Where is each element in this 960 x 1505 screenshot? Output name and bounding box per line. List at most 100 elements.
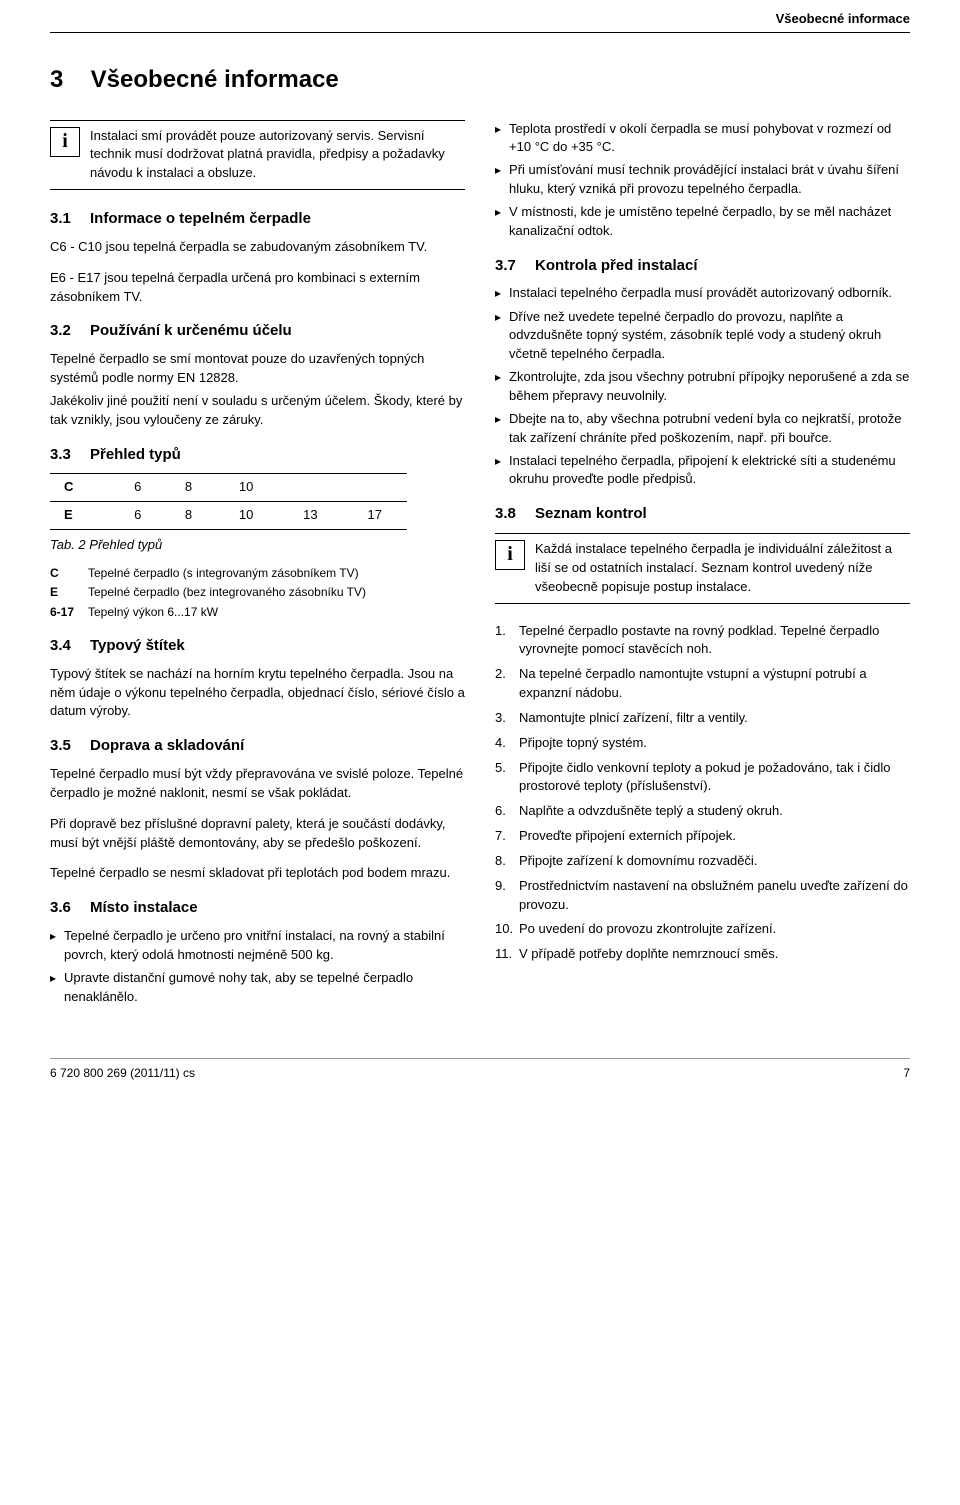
checklist-info-box: Každá instalace tepelného čerpadla je in… xyxy=(495,533,910,604)
footer-left: 6 720 800 269 (2011/11) cs xyxy=(50,1065,195,1082)
step-text: Namontujte plnicí zařízení, filtr a vent… xyxy=(519,709,748,728)
section-number: 3.6 xyxy=(50,897,90,919)
chapter-number: 3 xyxy=(50,63,84,98)
section-3-5-heading: 3.5 Doprava a skladování xyxy=(50,735,465,757)
step-number: 3. xyxy=(495,709,519,728)
footer-right: 7 xyxy=(903,1065,910,1082)
section-number: 3.7 xyxy=(495,255,535,277)
table-cell: 13 xyxy=(278,502,342,530)
body-text: Při dopravě bez příslušné dopravní palet… xyxy=(50,815,465,853)
checklist-info-text: Každá instalace tepelného čerpadla je in… xyxy=(535,540,910,597)
body-text: Tepelné čerpadlo se nesmí skladovat při … xyxy=(50,864,465,883)
list-item: Upravte distanční gumové nohy tak, aby s… xyxy=(50,969,465,1007)
legend-row: CTepelné čerpadlo (s integrovaným zásobn… xyxy=(50,565,465,582)
intro-info-box: Instalaci smí provádět pouze autorizovan… xyxy=(50,120,465,191)
step-text: Tepelné čerpadlo postavte na rovný podkl… xyxy=(519,622,910,660)
body-text: Tepelné čerpadlo musí být vždy přepravov… xyxy=(50,765,465,803)
section-number: 3.4 xyxy=(50,635,90,657)
list-text: Zkontrolujte, zda jsou všechny potrubní … xyxy=(509,368,910,406)
table-cell xyxy=(278,474,342,502)
list-text: Teplota prostředí v okolí čerpadla se mu… xyxy=(509,120,910,158)
section-title: Přehled typů xyxy=(90,444,181,466)
step-number: 8. xyxy=(495,852,519,871)
body-text: Jakékoliv jiné použití není v souladu s … xyxy=(50,392,465,430)
list-text: Instalaci tepelného čerpadla, připojení … xyxy=(509,452,910,490)
table-row: C 6 8 10 xyxy=(50,474,407,502)
info-icon xyxy=(50,127,80,157)
list-text: Upravte distanční gumové nohy tak, aby s… xyxy=(64,969,465,1007)
table-row: E 6 8 10 13 17 xyxy=(50,502,407,530)
section-number: 3.1 xyxy=(50,208,90,230)
legend-row: ETepelné čerpadlo (bez integrovaného zás… xyxy=(50,584,465,601)
section-3-7-heading: 3.7 Kontrola před instalací xyxy=(495,255,910,277)
list-item: 3.Namontujte plnicí zařízení, filtr a ve… xyxy=(495,709,910,728)
list-item: Instalaci tepelného čerpadla musí provád… xyxy=(495,284,910,303)
list-item: Tepelné čerpadlo je určeno pro vnitřní i… xyxy=(50,927,465,965)
step-number: 5. xyxy=(495,759,519,797)
chapter-title: Všeobecné informace xyxy=(91,66,339,93)
section-number: 3.8 xyxy=(495,503,535,525)
list-text: Instalaci tepelného čerpadla musí provád… xyxy=(509,284,892,303)
section-3-1-heading: 3.1 Informace o tepelném čerpadle xyxy=(50,208,465,230)
legend-row: 6-17Tepelný výkon 6...17 kW xyxy=(50,604,465,621)
step-number: 10. xyxy=(495,920,519,939)
table-cell: 6 xyxy=(112,502,163,530)
list-item: 11.V případě potřeby doplňte nemrznoucí … xyxy=(495,945,910,964)
right-column: Teplota prostředí v okolí čerpadla se mu… xyxy=(495,120,910,1019)
table-cell: 8 xyxy=(163,474,214,502)
bullet-list: Teplota prostředí v okolí čerpadla se mu… xyxy=(495,120,910,241)
chapter-heading: 3 Všeobecné informace xyxy=(50,63,910,98)
step-text: Proveďte připojení externích přípojek. xyxy=(519,827,736,846)
bullet-list: Instalaci tepelného čerpadla musí provád… xyxy=(495,284,910,489)
list-item: Dbejte na to, aby všechna potrubní veden… xyxy=(495,410,910,448)
table-cell: 10 xyxy=(214,474,278,502)
list-item: 1.Tepelné čerpadlo postavte na rovný pod… xyxy=(495,622,910,660)
table-cell xyxy=(343,474,407,502)
info-icon xyxy=(495,540,525,570)
step-number: 1. xyxy=(495,622,519,660)
step-text: V případě potřeby doplňte nemrznoucí smě… xyxy=(519,945,778,964)
section-title: Seznam kontrol xyxy=(535,503,647,525)
content-columns: Instalaci smí provádět pouze autorizovan… xyxy=(50,120,910,1019)
list-item: Teplota prostředí v okolí čerpadla se mu… xyxy=(495,120,910,158)
table-legend: CTepelné čerpadlo (s integrovaným zásobn… xyxy=(50,565,465,621)
legend-value: Tepelné čerpadlo (bez integrovaného záso… xyxy=(88,584,366,601)
legend-key: 6-17 xyxy=(50,604,88,621)
section-title: Místo instalace xyxy=(90,897,198,919)
page-header: Všeobecné informace xyxy=(50,0,910,33)
step-number: 4. xyxy=(495,734,519,753)
step-text: Připojte zařízení k domovnímu rozvaděči. xyxy=(519,852,757,871)
list-item: 8.Připojte zařízení k domovnímu rozvaděč… xyxy=(495,852,910,871)
list-item: Dříve než uvedete tepelné čerpadlo do pr… xyxy=(495,308,910,365)
types-table: C 6 8 10 E 6 8 10 13 17 xyxy=(50,473,407,530)
section-title: Informace o tepelném čerpadle xyxy=(90,208,311,230)
left-column: Instalaci smí provádět pouze autorizovan… xyxy=(50,120,465,1019)
list-text: Dříve než uvedete tepelné čerpadlo do pr… xyxy=(509,308,910,365)
list-item: 9.Prostřednictvím nastavení na obslužném… xyxy=(495,877,910,915)
section-3-6-heading: 3.6 Místo instalace xyxy=(50,897,465,919)
list-text: Tepelné čerpadlo je určeno pro vnitřní i… xyxy=(64,927,465,965)
section-title: Kontrola před instalací xyxy=(535,255,698,277)
section-title: Typový štítek xyxy=(90,635,185,657)
section-3-4-heading: 3.4 Typový štítek xyxy=(50,635,465,657)
intro-info-text: Instalaci smí provádět pouze autorizovan… xyxy=(90,127,465,184)
step-number: 11. xyxy=(495,945,519,964)
table-cell: 8 xyxy=(163,502,214,530)
section-3-8-heading: 3.8 Seznam kontrol xyxy=(495,503,910,525)
legend-key: C xyxy=(50,565,88,582)
list-item: 10.Po uvedení do provozu zkontrolujte za… xyxy=(495,920,910,939)
step-text: Na tepelné čerpadlo namontujte vstupní a… xyxy=(519,665,910,703)
list-item: 4.Připojte topný systém. xyxy=(495,734,910,753)
list-item: Zkontrolujte, zda jsou všechny potrubní … xyxy=(495,368,910,406)
body-text: Typový štítek se nachází na horním krytu… xyxy=(50,665,465,722)
section-number: 3.5 xyxy=(50,735,90,757)
section-3-3-heading: 3.3 Přehled typů xyxy=(50,444,465,466)
section-3-2-heading: 3.2 Používání k určenému účelu xyxy=(50,320,465,342)
list-item: 2.Na tepelné čerpadlo namontujte vstupní… xyxy=(495,665,910,703)
list-text: Dbejte na to, aby všechna potrubní veden… xyxy=(509,410,910,448)
step-number: 2. xyxy=(495,665,519,703)
step-number: 9. xyxy=(495,877,519,915)
list-item: 6.Naplňte a odvzdušněte teplý a studený … xyxy=(495,802,910,821)
legend-value: Tepelný výkon 6...17 kW xyxy=(88,604,218,621)
step-text: Po uvedení do provozu zkontrolujte zaříz… xyxy=(519,920,776,939)
